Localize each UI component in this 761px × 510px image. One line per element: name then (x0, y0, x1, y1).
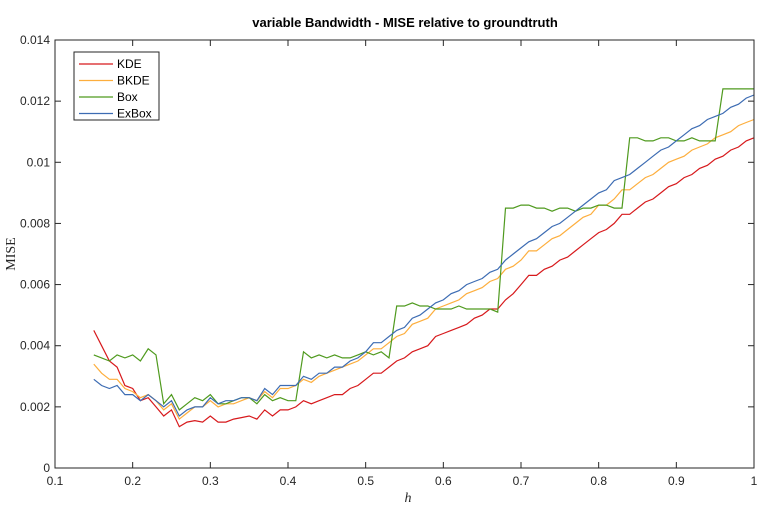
chart-title: variable Bandwidth - MISE relative to gr… (252, 15, 558, 30)
legend: KDE BKDE Box ExBox (73, 51, 160, 121)
legend-label-kde: KDE (117, 57, 142, 71)
y-tick-label: 0.002 (20, 400, 50, 414)
series-line-exbox (93, 94, 755, 417)
legend-label-bkde: BKDE (117, 74, 150, 88)
x-tick-label: 0.3 (202, 474, 219, 488)
y-axis-label: MISE (4, 237, 19, 270)
x-tick-label: 0.7 (513, 474, 530, 488)
y-tick-label: 0.012 (20, 94, 50, 108)
y-tick-label: 0.004 (20, 339, 50, 353)
y-tick-label: 0.008 (20, 216, 50, 230)
x-tick-label: 0.4 (280, 474, 297, 488)
y-tick-label: 0 (43, 461, 50, 475)
x-tick-label: 0.1 (47, 474, 64, 488)
x-tick-label: 0.5 (357, 474, 374, 488)
y-tick-label: 0.014 (20, 33, 50, 47)
x-axis-label: h (405, 491, 412, 506)
y-tick-label: 0.006 (20, 278, 50, 292)
x-tick-label: 0.6 (435, 474, 452, 488)
y-tick-label: 0.01 (27, 155, 51, 169)
plot-frame (54, 39, 755, 469)
x-tick-label: 0.8 (590, 474, 607, 488)
series-line-kde (93, 137, 755, 428)
series-line-box (93, 88, 754, 411)
x-tick-label: 0.2 (124, 474, 141, 488)
x-tick-label: 0.9 (668, 474, 685, 488)
legend-box (73, 51, 160, 121)
legend-label-exbox: ExBox (117, 107, 152, 121)
legend-label-box: Box (117, 90, 138, 104)
tick-layer: 0.1 0.2 0.3 0.4 0.5 0.6 0.7 0.8 0.9 1 0 0.002 0.004 0… (20, 33, 758, 488)
series-layer (93, 88, 755, 428)
x-tick-label: 1 (751, 474, 758, 488)
